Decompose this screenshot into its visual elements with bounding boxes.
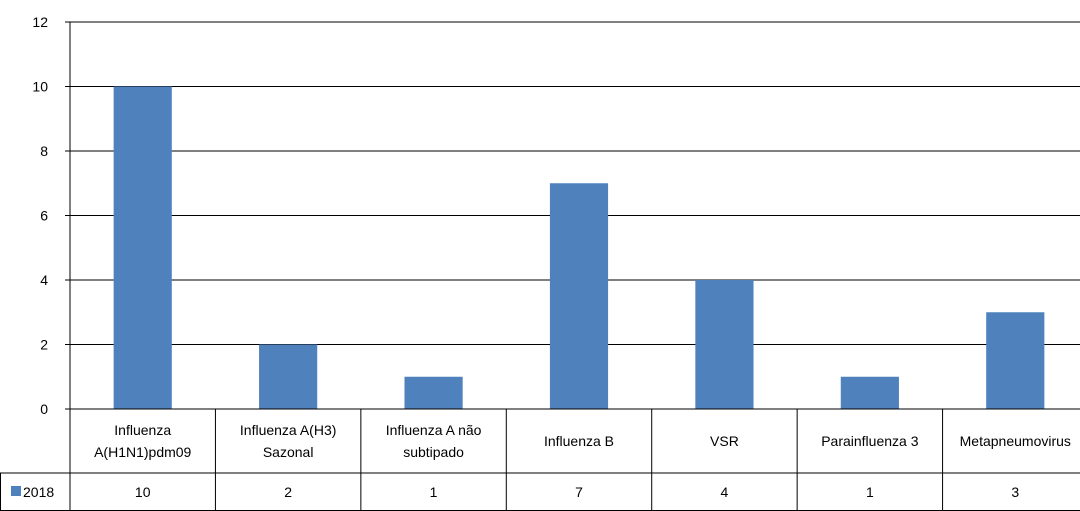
data-label-0: 10 (135, 484, 151, 500)
y-tick-label: 6 (40, 208, 48, 224)
bar-6 (986, 312, 1045, 409)
data-label-6: 3 (1011, 484, 1019, 500)
bar-4 (695, 280, 754, 409)
data-label-4: 4 (721, 484, 729, 500)
y-tick-label: 0 (40, 401, 48, 417)
category-label-6: Metapneumovirus (960, 433, 1071, 449)
y-tick-label: 10 (32, 79, 48, 95)
category-label-2: Influenza A não subtipado (386, 422, 482, 460)
data-table: Influenza A(H1N1)pdm09 Influenza A(H3) Sazo… (0, 408, 1080, 511)
category-label-5: Parainfluenza 3 (821, 433, 919, 449)
category-label-0: Influenza A(H1N1)pdm09 (94, 422, 191, 460)
category-label-3: Influenza B (544, 433, 614, 449)
y-tick-label: 4 (40, 272, 48, 288)
bar-0 (113, 86, 172, 409)
legend-label: 2018 (23, 484, 54, 500)
bar-5 (840, 376, 899, 409)
y-tick-label: 12 (32, 14, 48, 30)
axes (65, 21, 71, 410)
data-label-1: 2 (284, 484, 292, 500)
bar-3 (549, 183, 609, 409)
data-label-3: 7 (575, 484, 583, 500)
bar-2 (404, 376, 463, 409)
data-label-5: 1 (866, 484, 874, 500)
bar-1 (259, 344, 318, 409)
y-axis-tick-labels: 0 2 4 6 8 10 12 (32, 14, 48, 417)
category-label-4: VSR (710, 433, 739, 449)
y-tick-label: 8 (40, 143, 48, 159)
data-label-2: 1 (430, 484, 438, 500)
y-tick-label: 2 (40, 337, 48, 353)
legend-swatch (11, 486, 21, 496)
category-label-1: Influenza A(H3) Sazonal (240, 422, 337, 460)
bars (113, 86, 1045, 409)
